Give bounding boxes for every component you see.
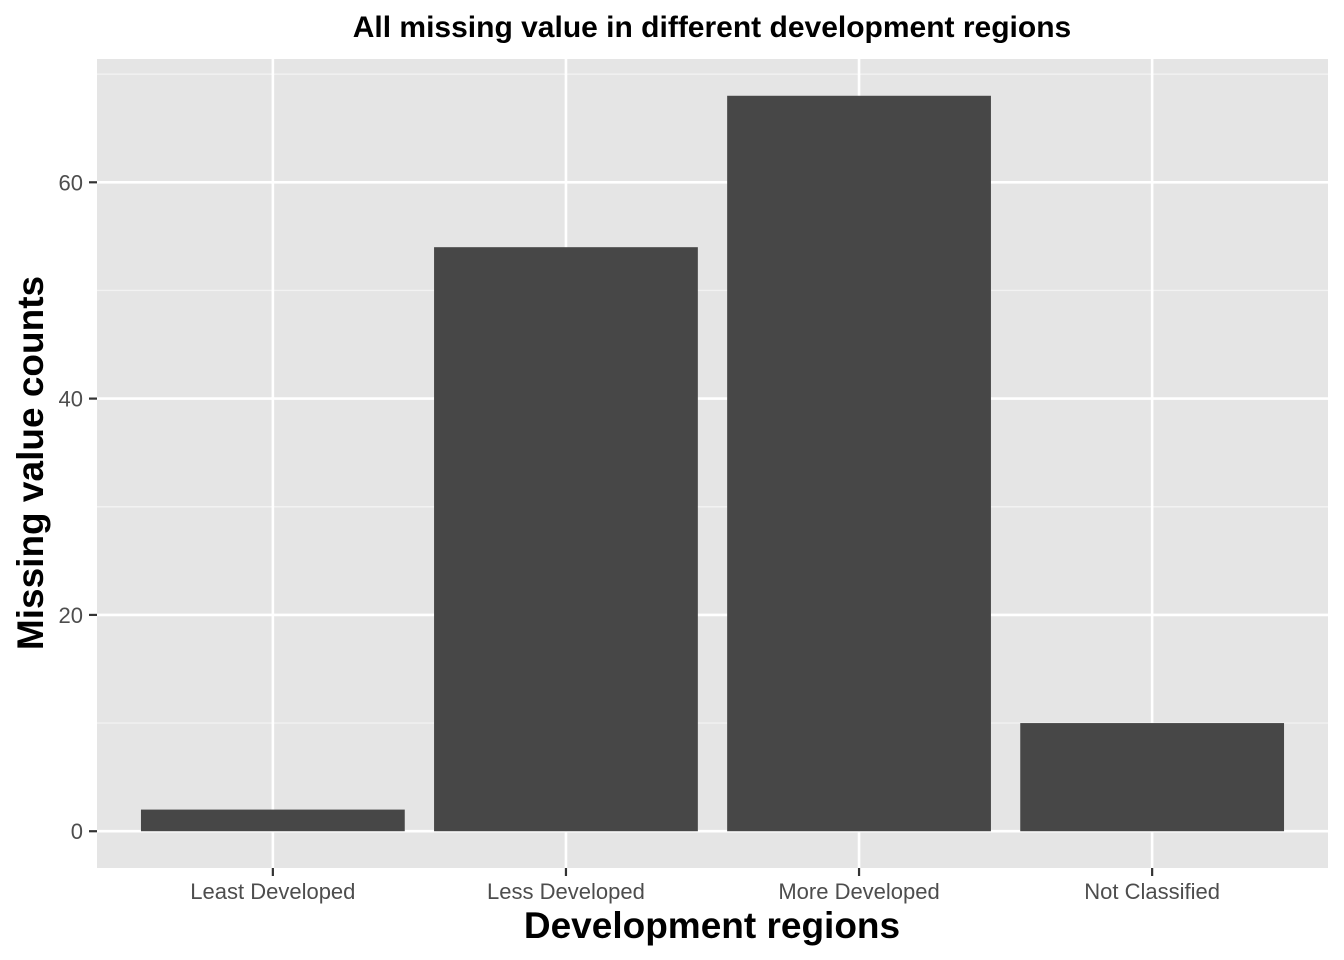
bar — [434, 247, 698, 832]
x-tick-label: Less Developed — [487, 879, 645, 904]
bar — [1020, 723, 1285, 832]
x-axis: Least Developed Less Developed More Develo… — [190, 868, 1220, 904]
x-tick-label: Not Classified — [1084, 879, 1220, 904]
y-tick-label: 20 — [59, 603, 83, 628]
x-tick-label: More Developed — [778, 879, 939, 904]
y-tick-label: 40 — [59, 387, 83, 412]
x-axis-title: Development regions — [524, 905, 900, 946]
y-axis: 0 20 40 60 — [59, 170, 97, 844]
y-tick-label: 0 — [71, 819, 83, 844]
x-tick-label: Least Developed — [190, 879, 355, 904]
bar — [727, 95, 991, 832]
bar — [140, 809, 405, 832]
bars — [140, 95, 1285, 832]
y-axis-title: Missing value counts — [10, 276, 51, 650]
chart-title: All missing value in different developme… — [353, 11, 1071, 44]
y-tick-label: 60 — [59, 170, 83, 195]
